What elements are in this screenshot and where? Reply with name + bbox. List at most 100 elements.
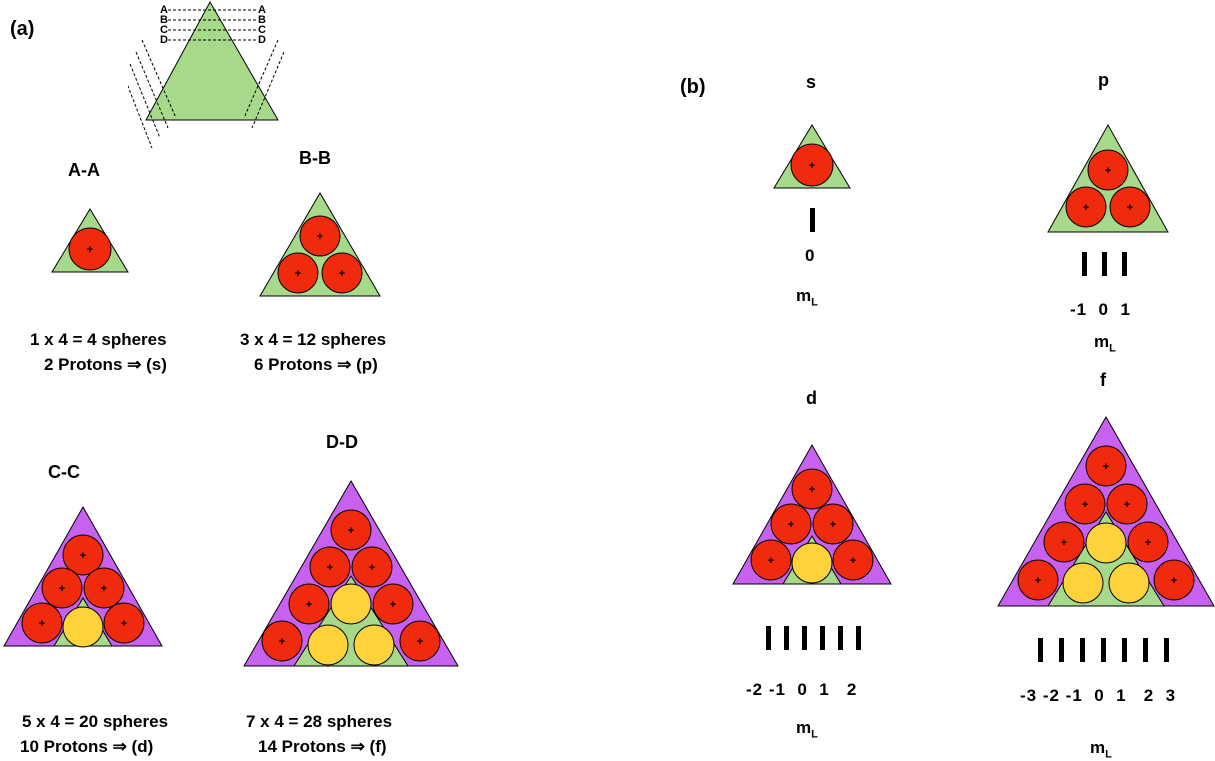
proton-sphere — [41, 567, 83, 609]
proton-sphere — [770, 503, 812, 545]
key-letter-right-c: C — [258, 24, 266, 36]
svg-text:+: + — [1103, 461, 1109, 473]
svg-text:+: + — [121, 618, 127, 630]
svg-text:+: + — [1082, 499, 1088, 511]
proton-sphere — [351, 546, 393, 588]
svg-text:+: + — [369, 562, 375, 574]
neutron-sphere — [1062, 562, 1104, 604]
svg-text:+: + — [809, 160, 815, 172]
neutron-sphere — [791, 542, 833, 584]
orbital-f-ml-values: -3 -2 -1 0 1 2 3 — [1020, 686, 1177, 705]
proton-sphere — [832, 539, 874, 581]
neutron-sphere — [1085, 522, 1127, 564]
proton-sphere — [790, 143, 834, 187]
proton-sphere — [372, 583, 414, 625]
orbital-f-ml-label: mL — [1090, 738, 1112, 761]
orbital-s-bars — [810, 208, 815, 232]
proton-sphere — [1106, 483, 1148, 525]
svg-text:+: + — [339, 268, 345, 280]
svg-text:+: + — [417, 636, 423, 648]
orbital-p-ml-values: -1 0 1 — [1070, 300, 1131, 319]
section-key-diagram: A B C D A B C D — [128, 0, 285, 149]
orbital-d-bars — [766, 626, 861, 650]
svg-text:+: + — [809, 484, 815, 496]
orbital-s-triangle: + — [773, 124, 851, 189]
section-a-a-spheres: 1 x 4 = 4 spheres — [30, 330, 167, 349]
proton-sphere — [330, 509, 372, 551]
neutron-sphere — [307, 624, 349, 666]
key-letter-right-a: A — [258, 4, 266, 16]
svg-text:+: + — [279, 636, 285, 648]
orbital-name-f: f — [1100, 370, 1106, 390]
svg-text:+: + — [1105, 165, 1111, 177]
proton-sphere — [1043, 521, 1085, 563]
proton-sphere — [1109, 186, 1151, 228]
orbital-name-p: p — [1098, 70, 1109, 90]
proton-sphere — [1017, 559, 1059, 601]
section-title-d-d: D-D — [326, 432, 358, 452]
section-b-b-triangle: + + + — [259, 192, 381, 297]
panel-a-label: (a) — [10, 18, 35, 40]
proton-sphere — [299, 215, 341, 257]
section-a-a-protons: 2 Protons ⇒ (s) — [44, 355, 167, 374]
proton-sphere — [309, 546, 351, 588]
svg-text:+: + — [1145, 537, 1151, 549]
key-letter-right-d: D — [258, 34, 266, 46]
orbital-s-ml-label: mL — [796, 286, 818, 309]
proton-sphere — [791, 468, 833, 510]
proton-sphere — [1127, 521, 1169, 563]
proton-sphere — [1153, 559, 1195, 601]
neutron-sphere — [353, 624, 395, 666]
key-letter-top-d: D — [160, 34, 168, 46]
svg-text:+: + — [1171, 575, 1177, 587]
section-c-c-triangle: + + + + + — [3, 506, 163, 648]
section-d-d-triangle: + + + + + + + — [243, 480, 459, 667]
svg-text:+: + — [850, 555, 856, 567]
svg-text:+: + — [1083, 202, 1089, 214]
section-a-a-triangle: + — [51, 208, 129, 273]
key-letter-top-c: C — [160, 24, 168, 36]
orbital-name-s: s — [806, 72, 817, 92]
proton-sphere — [288, 583, 330, 625]
proton-sphere — [277, 252, 319, 294]
section-b-b-spheres: 3 x 4 = 12 spheres — [240, 330, 387, 349]
svg-text:+: + — [80, 550, 86, 562]
orbital-d-triangle: + + + + + — [732, 444, 892, 585]
orbital-p-bars — [1082, 252, 1127, 276]
proton-sphere — [321, 252, 363, 294]
section-title-a-a: A-A — [68, 160, 100, 180]
orbital-p-ml-label: mL — [1094, 332, 1116, 355]
orbital-f-bars — [1038, 638, 1169, 662]
proton-sphere — [1087, 149, 1129, 191]
svg-text:+: + — [1127, 202, 1133, 214]
svg-text:+: + — [306, 599, 312, 611]
section-title-c-c: C-C — [48, 462, 80, 482]
neutron-sphere — [330, 583, 372, 625]
neutron-sphere — [1108, 562, 1150, 604]
proton-sphere — [812, 503, 854, 545]
proton-sphere — [1065, 186, 1107, 228]
key-letter-right-b: B — [258, 14, 266, 26]
svg-text:+: + — [1124, 499, 1130, 511]
svg-text:+: + — [295, 268, 301, 280]
svg-text:+: + — [59, 583, 65, 595]
svg-text:+: + — [348, 525, 354, 537]
svg-text:+: + — [390, 599, 396, 611]
proton-sphere — [68, 227, 112, 271]
orbital-s-ml-values: 0 — [805, 246, 816, 265]
key-letter-top-b: B — [160, 14, 168, 26]
section-title-b-b: B-B — [299, 148, 331, 168]
proton-sphere — [62, 534, 104, 576]
svg-text:+: + — [830, 519, 836, 531]
section-c-c-protons: 10 Protons ⇒ (d) — [20, 737, 154, 756]
proton-sphere — [261, 620, 303, 662]
svg-text:+: + — [1035, 575, 1041, 587]
orbital-p-triangle: + + + — [1047, 124, 1169, 233]
svg-text:+: + — [39, 618, 45, 630]
svg-text:+: + — [1061, 537, 1067, 549]
orbital-d-ml-values: -2 -1 0 1 2 — [746, 680, 858, 699]
svg-text:+: + — [101, 583, 107, 595]
section-b-b-protons: 6 Protons ⇒ (p) — [254, 355, 378, 374]
svg-text:+: + — [87, 244, 93, 256]
